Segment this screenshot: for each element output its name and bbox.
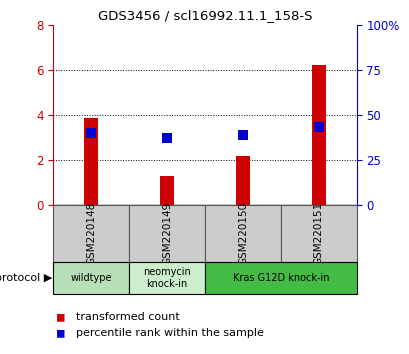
Text: percentile rank within the sample: percentile rank within the sample	[76, 328, 263, 338]
Text: protocol ▶: protocol ▶	[0, 273, 52, 283]
Bar	[311, 65, 325, 205]
Bar	[53, 205, 129, 262]
Bar	[53, 262, 129, 294]
Point	[88, 130, 94, 136]
Text: GSM220151: GSM220151	[313, 202, 323, 265]
Text: neomycin
knock-in: neomycin knock-in	[143, 267, 191, 289]
Title: GDS3456 / scl16992.11.1_158-S: GDS3456 / scl16992.11.1_158-S	[97, 9, 312, 22]
Bar	[204, 205, 280, 262]
Bar	[84, 119, 98, 205]
Bar	[129, 205, 204, 262]
Text: ■: ■	[57, 310, 65, 323]
Text: transformed count: transformed count	[76, 312, 179, 322]
Bar	[280, 205, 356, 262]
Point	[315, 125, 321, 130]
Text: GSM220148: GSM220148	[86, 202, 96, 265]
Text: GSM220149: GSM220149	[162, 202, 172, 265]
Text: Kras G12D knock-in: Kras G12D knock-in	[232, 273, 328, 283]
Point	[239, 132, 245, 138]
Bar	[129, 262, 204, 294]
Point	[164, 135, 170, 141]
Text: wildtype: wildtype	[70, 273, 112, 283]
Bar	[160, 176, 173, 205]
Bar	[204, 262, 356, 294]
Bar	[236, 156, 249, 205]
Text: GSM220150: GSM220150	[237, 202, 247, 265]
Text: ■: ■	[57, 326, 65, 339]
